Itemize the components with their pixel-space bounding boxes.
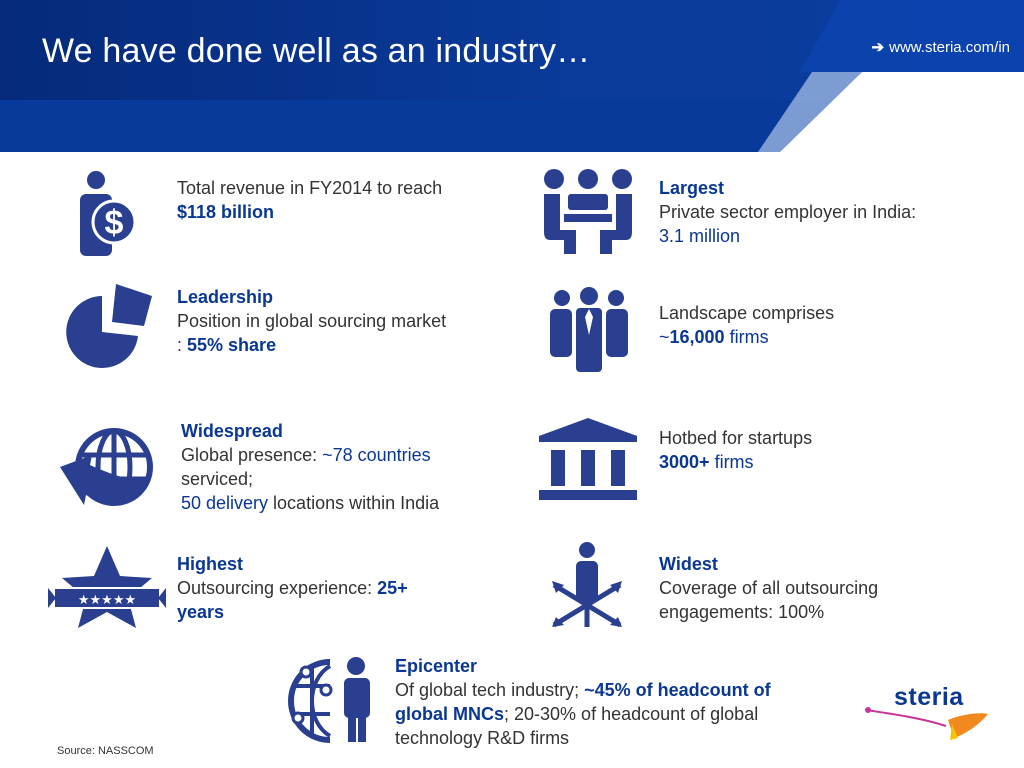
largest-text: Private sector employer in India: [659, 202, 917, 222]
leadership-block: Leadership Position in global sourcing m… [177, 285, 446, 357]
widespread-delivery: 50 delivery [181, 493, 269, 513]
globe-network-person-icon [288, 657, 370, 743]
largest-value: 3.1 million [659, 226, 741, 246]
revenue-block: Total revenue in FY2014 to reach $118 bi… [177, 176, 442, 224]
widespread-suffix: locations within India [268, 493, 440, 513]
svg-text:★★★★★: ★★★★★ [78, 593, 136, 608]
widest-text-2: engagements: 100% [659, 602, 825, 622]
svg-text:$: $ [105, 204, 124, 242]
leadership-heading: Leadership [177, 287, 274, 307]
website-link[interactable]: ➔ www.steria.com/in [872, 38, 1010, 56]
leadership-prefix: : [177, 335, 188, 355]
widest-text-1: Coverage of all outsourcing [659, 578, 879, 598]
startups-suffix: firms [709, 452, 754, 472]
widest-heading: Widest [659, 554, 718, 574]
epicenter-value-2: global MNCs [395, 704, 505, 724]
highest-block: Highest Outsourcing experience: 25+ year… [177, 552, 408, 624]
widest-block: Widest Coverage of all outsourcing engag… [659, 552, 878, 624]
leadership-text: Position in global sourcing market [177, 311, 447, 331]
landscape-value: 16,000 [669, 327, 725, 347]
website-url: www.steria.com/in [889, 39, 1010, 56]
person-dollar-icon: $ [80, 171, 137, 256]
widespread-serviced: serviced; [181, 469, 254, 489]
revenue-text: Total revenue in FY2014 to reach [177, 178, 443, 198]
epicenter-suffix: ; 20-30% of headcount of global [504, 704, 759, 724]
group-people-icon [550, 287, 628, 373]
pie-chart-icon [66, 284, 152, 368]
widespread-heading: Widespread [181, 421, 283, 441]
startups-value: 3000+ [659, 452, 710, 472]
highest-value: 25+ [377, 578, 408, 598]
revenue-value: $118 billion [177, 202, 275, 222]
epicenter-prefix: Of global tech industry; [395, 680, 585, 700]
star-badge-icon: ★★★★★ [48, 546, 166, 628]
steria-logo-icon [865, 707, 988, 740]
landscape-block: Landscape comprises ~16,000 firms [659, 301, 834, 349]
highest-value-years: years [177, 602, 225, 622]
widespread-countries: ~78 countries [322, 445, 431, 465]
header-decoration [758, 0, 1024, 152]
arrow-right-icon: ➔ [871, 39, 885, 56]
person-arrows-icon [552, 542, 622, 628]
meeting-people-icon [544, 169, 632, 254]
largest-heading: Largest [659, 178, 725, 198]
leadership-value: 55% share [187, 335, 277, 355]
landscape-text: Landscape comprises [659, 303, 835, 323]
source-note: Source: NASSCOM [57, 745, 154, 757]
page-title: We have done well as an industry… [42, 32, 591, 70]
highest-heading: Highest [177, 554, 244, 574]
landscape-suffix: firms [724, 327, 769, 347]
landscape-tilde: ~ [659, 327, 670, 347]
startups-block: Hotbed for startups 3000+ firms [659, 426, 812, 474]
startups-text: Hotbed for startups [659, 428, 813, 448]
widespread-block: Widespread Global presence: ~78 countrie… [181, 419, 439, 515]
steria-logo-text: steria [894, 683, 964, 711]
epicenter-text-3: technology R&D firms [395, 728, 570, 748]
globe-arrow-icon [60, 428, 153, 506]
epicenter-block: Epicenter Of global tech industry; ~45% … [395, 654, 771, 750]
highest-text: Outsourcing experience: [177, 578, 378, 598]
largest-block: Largest Private sector employer in India… [659, 176, 916, 248]
epicenter-value-1: ~45% of headcount of [584, 680, 771, 700]
epicenter-heading: Epicenter [395, 656, 478, 676]
widespread-prefix: Global presence: [181, 445, 323, 465]
header-banner: We have done well as an industry… ➔ www.s… [0, 0, 1024, 152]
bank-building-icon [539, 418, 637, 500]
